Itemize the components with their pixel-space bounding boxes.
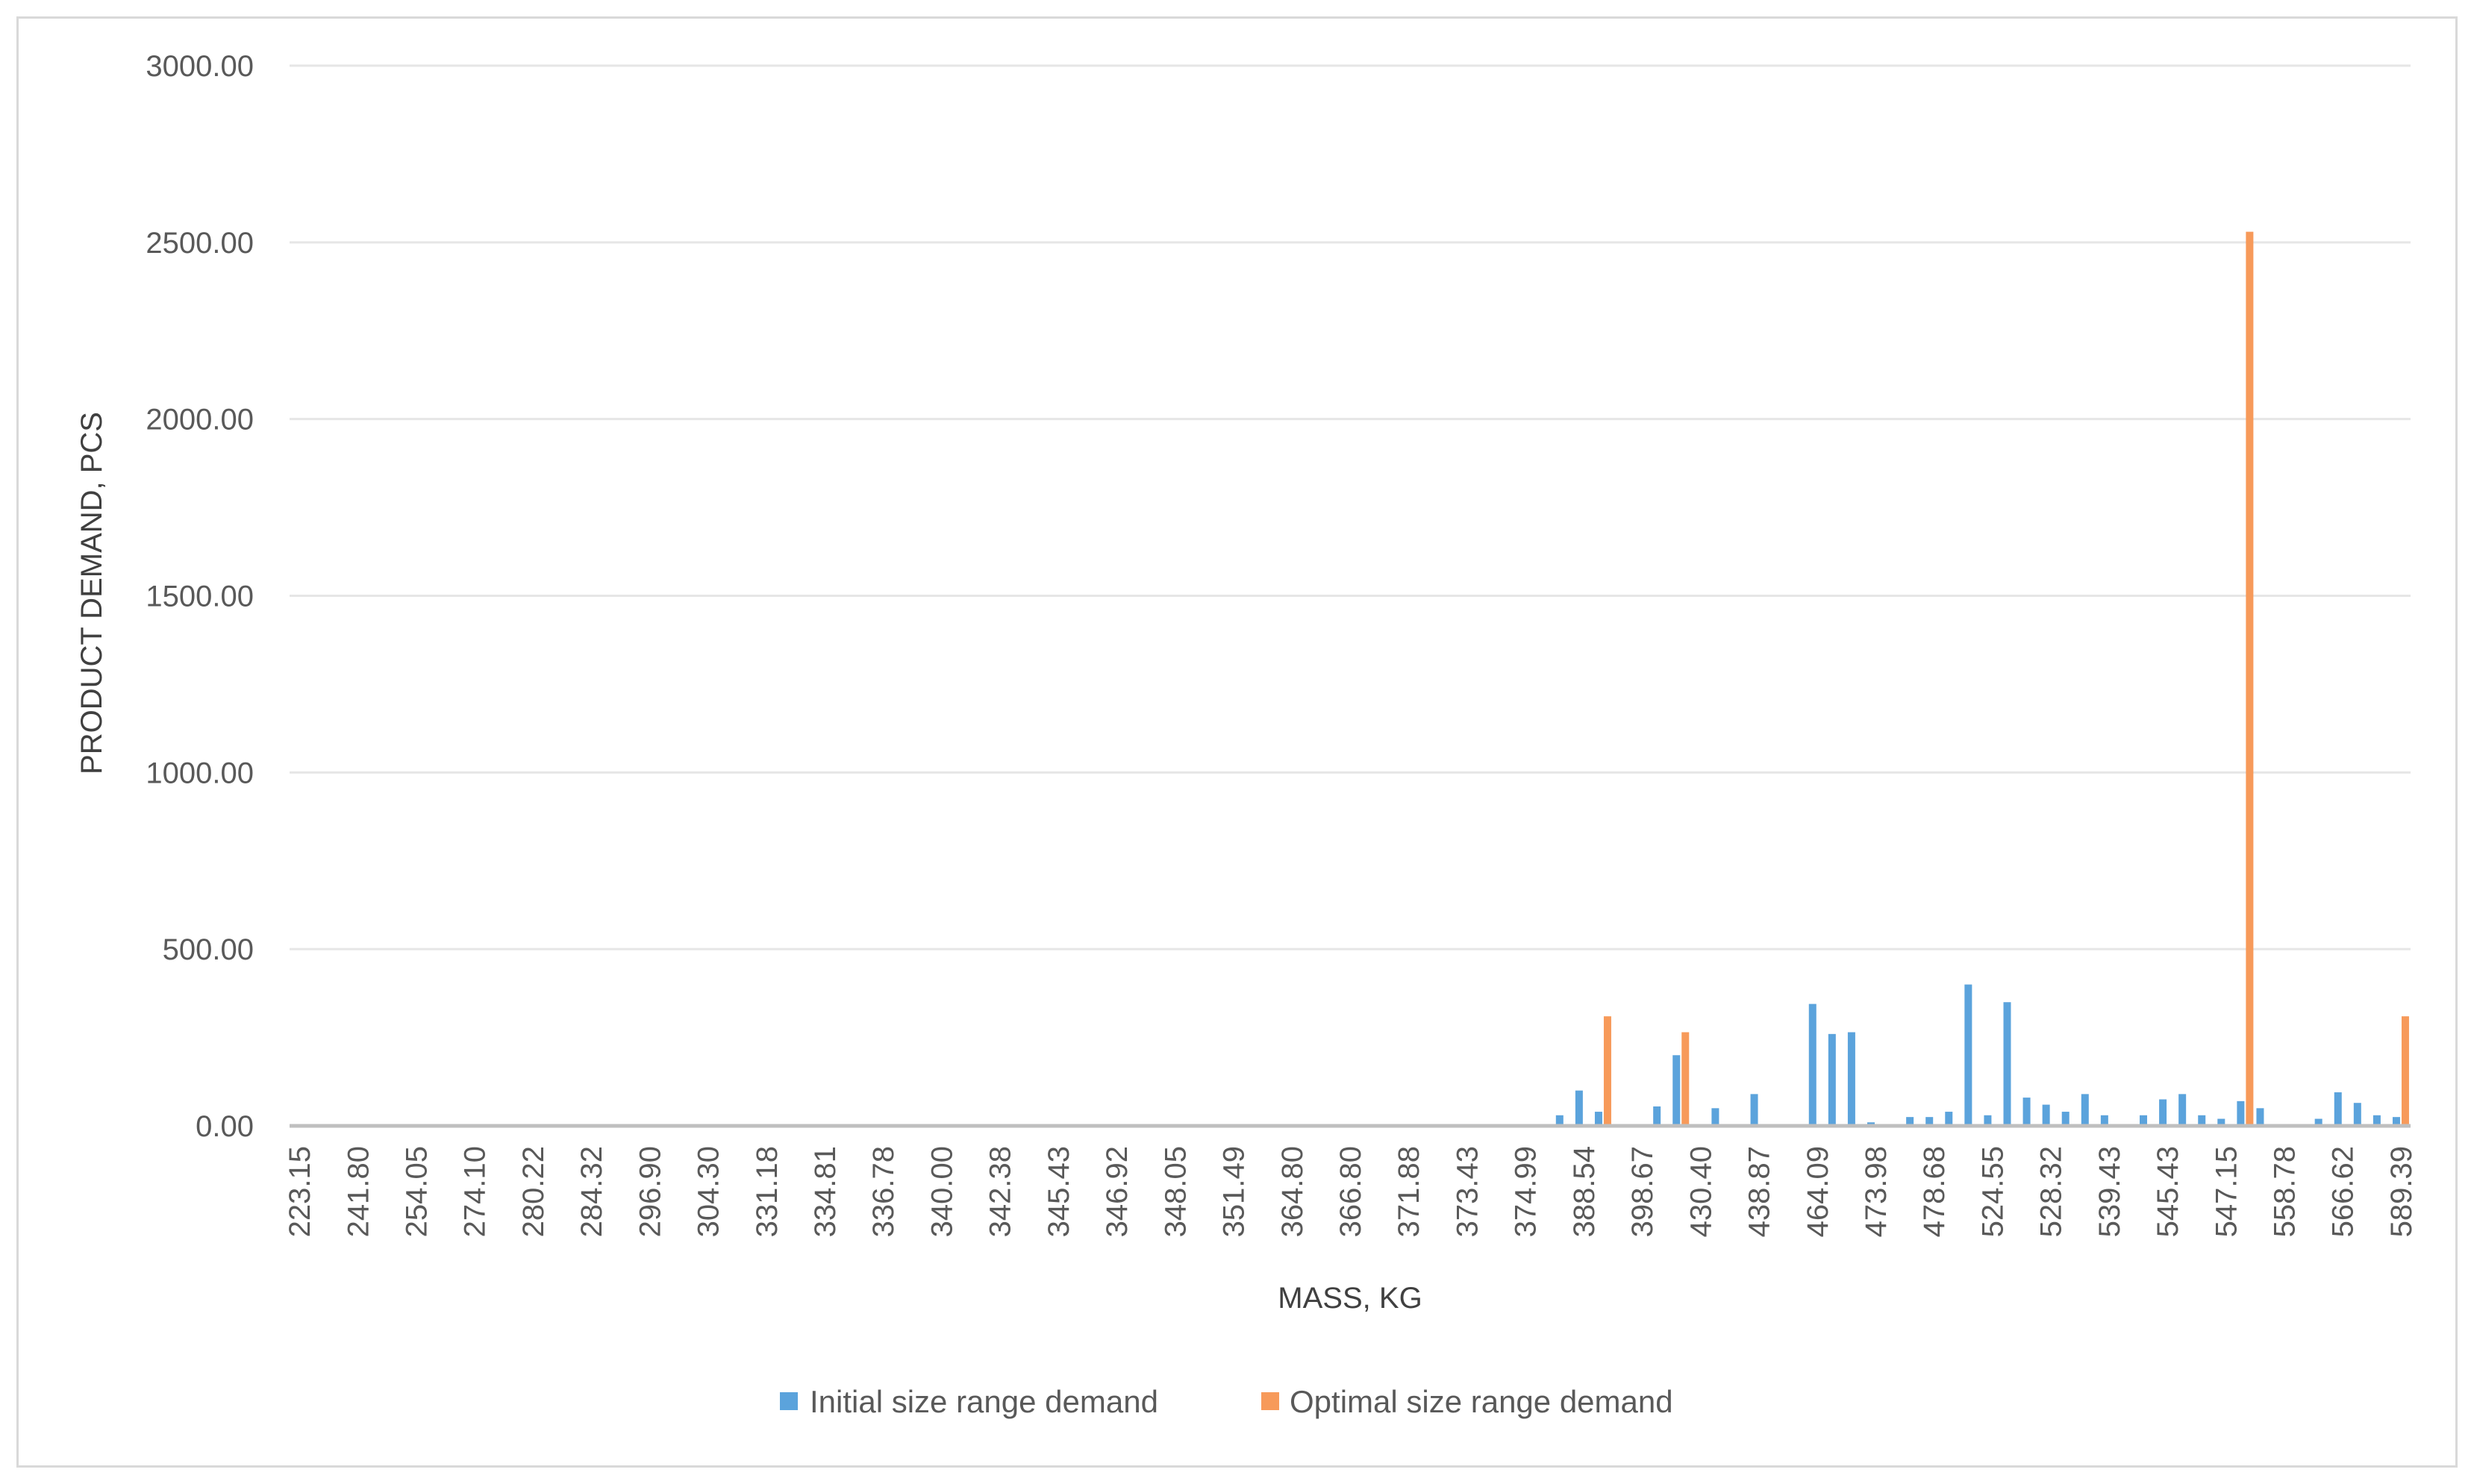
bar-initial: [2314, 1118, 2323, 1126]
x-tick-label: 464.09: [1802, 1146, 1834, 1237]
y-axis-title: PRODUCT DEMAND, PCS: [75, 412, 108, 774]
x-tick-label: 336.78: [867, 1146, 900, 1237]
x-tick-label: 524.55: [1976, 1146, 2009, 1237]
x-tick-label: 374.99: [1510, 1146, 1543, 1237]
legend: Initial size range demand Optimal size r…: [780, 1384, 1673, 1419]
bar-initial: [2334, 1092, 2342, 1126]
x-tick-label: 528.32: [2035, 1146, 2068, 1237]
x-tick-label: 351.49: [1218, 1146, 1251, 1237]
x-tick-label: 478.68: [1918, 1146, 1951, 1237]
y-tick-label: 1500.00: [146, 580, 254, 613]
bar-initial: [1984, 1115, 1992, 1126]
x-axis-ticks: 223.15 241.80 254.05 274.10 280.22 284.32 296.…: [284, 1146, 2418, 1237]
bar-initial: [1906, 1117, 1914, 1126]
x-tick-label: 388.54: [1568, 1146, 1601, 1237]
bar-initial: [2003, 1002, 2011, 1126]
y-tick-label: 1000.00: [146, 757, 254, 789]
y-tick-label: 500.00: [163, 933, 254, 966]
x-tick-label: 345.43: [1043, 1146, 1075, 1237]
bar-initial: [1575, 1090, 1583, 1126]
bar-initial: [2198, 1115, 2206, 1126]
bar-initial: [2061, 1112, 2070, 1126]
bar-initial: [2022, 1098, 2031, 1126]
x-tick-label: 280.22: [517, 1146, 550, 1237]
x-tick-label: 430.40: [1684, 1146, 1717, 1237]
y-tick-label: 3000.00: [146, 50, 254, 83]
x-tick-label: 364.80: [1276, 1146, 1309, 1237]
x-tick-label: 223.15: [284, 1146, 316, 1237]
bar-initial: [2081, 1094, 2089, 1126]
y-tick-label: 0.00: [196, 1110, 254, 1143]
x-tick-label: 547.15: [2210, 1146, 2243, 1237]
x-tick-label: 589.39: [2385, 1146, 2418, 1237]
x-tick-label: 539.43: [2093, 1146, 2126, 1237]
bar-initial: [1750, 1094, 1758, 1126]
x-tick-label: 342.38: [984, 1146, 1017, 1237]
x-tick-label: 331.18: [751, 1146, 784, 1237]
x-tick-label: 348.05: [1159, 1146, 1192, 1237]
bar-initial: [2140, 1115, 2148, 1126]
bar-initial: [2100, 1115, 2108, 1126]
bar-initial: [2217, 1118, 2225, 1126]
x-tick-label: 296.90: [634, 1146, 666, 1237]
x-axis-title: MASS, KG: [1278, 1282, 1422, 1315]
legend-label-initial: Initial size range demand: [810, 1384, 1158, 1419]
x-tick-label: 398.67: [1626, 1146, 1659, 1237]
x-tick-label: 545.43: [2152, 1146, 2184, 1237]
bar-optimal: [1603, 1016, 1611, 1126]
x-tick-label: 340.00: [925, 1146, 958, 1237]
bar-initial: [1945, 1112, 1953, 1126]
x-tick-label: 254.05: [400, 1146, 433, 1237]
legend-swatch-optimal: [1261, 1392, 1279, 1410]
bar-initial: [1672, 1055, 1681, 1126]
x-tick-label: 373.43: [1451, 1146, 1484, 1237]
bar-initial: [1711, 1108, 1719, 1126]
y-tick-label: 2000.00: [146, 404, 254, 436]
bar-optimal: [1681, 1032, 1690, 1126]
x-tick-label: 566.62: [2327, 1146, 2360, 1237]
bars: [1555, 231, 2409, 1127]
bar-initial: [1594, 1112, 1602, 1126]
x-tick-label: 473.98: [1860, 1146, 1893, 1237]
y-tick-label: 2500.00: [146, 227, 254, 260]
gridlines: [290, 64, 2411, 951]
bar-initial: [2392, 1117, 2400, 1126]
x-tick-label: 438.87: [1743, 1146, 1776, 1237]
bar-initial: [2159, 1099, 2167, 1126]
bar-initial: [1925, 1117, 1934, 1126]
bar-initial: [1808, 1004, 1817, 1126]
bar-initial: [1847, 1032, 1855, 1126]
bar-initial: [1653, 1106, 1661, 1126]
bar-optimal: [2246, 231, 2254, 1127]
x-tick-label: 346.92: [1101, 1146, 1134, 1237]
x-tick-label: 558.78: [2269, 1146, 2302, 1237]
legend-swatch-initial: [780, 1392, 798, 1410]
bar-initial: [2178, 1094, 2187, 1126]
bar-initial: [2373, 1115, 2381, 1126]
x-tick-label: 334.81: [809, 1146, 842, 1237]
x-tick-label: 284.32: [575, 1146, 608, 1237]
bar-optimal: [2401, 1016, 2409, 1126]
bar-initial: [1828, 1033, 1836, 1126]
x-tick-label: 366.80: [1334, 1146, 1367, 1237]
bar-initial: [2237, 1101, 2245, 1126]
bar-initial: [1555, 1115, 1564, 1126]
bar-initial: [1964, 984, 1972, 1126]
x-tick-label: 241.80: [342, 1146, 375, 1237]
legend-label-optimal: Optimal size range demand: [1290, 1384, 1673, 1419]
y-axis-ticks: 0.00 500.00 1000.00 1500.00 2000.00 2500.00 30…: [146, 50, 254, 1143]
x-tick-label: 304.30: [693, 1146, 725, 1237]
x-tick-label: 371.88: [1393, 1146, 1425, 1237]
bar-initial: [2042, 1104, 2050, 1126]
x-tick-label: 274.10: [459, 1146, 492, 1237]
bar-initial: [2256, 1108, 2264, 1126]
chart-frame: [16, 16, 2458, 1468]
bar-initial: [2353, 1103, 2361, 1126]
